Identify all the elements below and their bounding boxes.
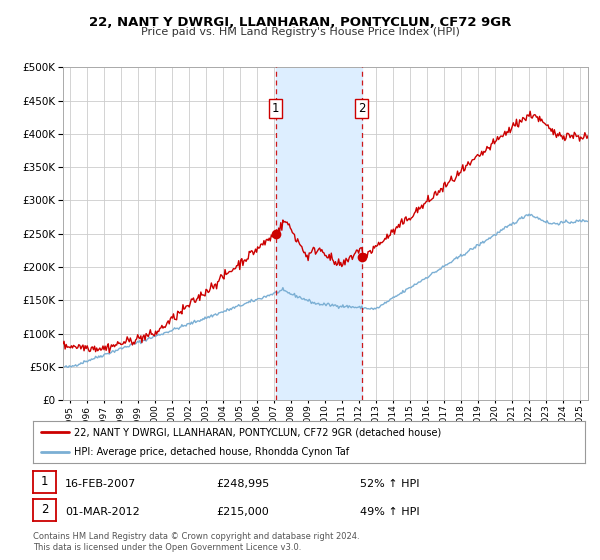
Text: 16-FEB-2007: 16-FEB-2007 [65,479,136,489]
Text: £248,995: £248,995 [216,479,269,489]
Text: 22, NANT Y DWRGI, LLANHARAN, PONTYCLUN, CF72 9GR: 22, NANT Y DWRGI, LLANHARAN, PONTYCLUN, … [89,16,511,29]
Text: HPI: Average price, detached house, Rhondda Cynon Taf: HPI: Average price, detached house, Rhon… [74,447,350,457]
Text: 01-MAR-2012: 01-MAR-2012 [65,507,140,517]
Bar [276,67,362,400]
Text: 2: 2 [358,102,365,115]
Text: 49% ↑ HPI: 49% ↑ HPI [360,507,419,517]
Text: 22, NANT Y DWRGI, LLANHARAN, PONTYCLUN, CF72 9GR (detached house): 22, NANT Y DWRGI, LLANHARAN, PONTYCLUN, … [74,427,442,437]
Text: 1: 1 [272,102,280,115]
Text: £215,000: £215,000 [216,507,269,517]
Text: Contains HM Land Registry data © Crown copyright and database right 2024.
This d: Contains HM Land Registry data © Crown c… [33,532,359,552]
Text: 2: 2 [41,503,48,516]
Text: Price paid vs. HM Land Registry's House Price Index (HPI): Price paid vs. HM Land Registry's House … [140,27,460,37]
Text: 1: 1 [41,475,48,488]
Text: 52% ↑ HPI: 52% ↑ HPI [360,479,419,489]
